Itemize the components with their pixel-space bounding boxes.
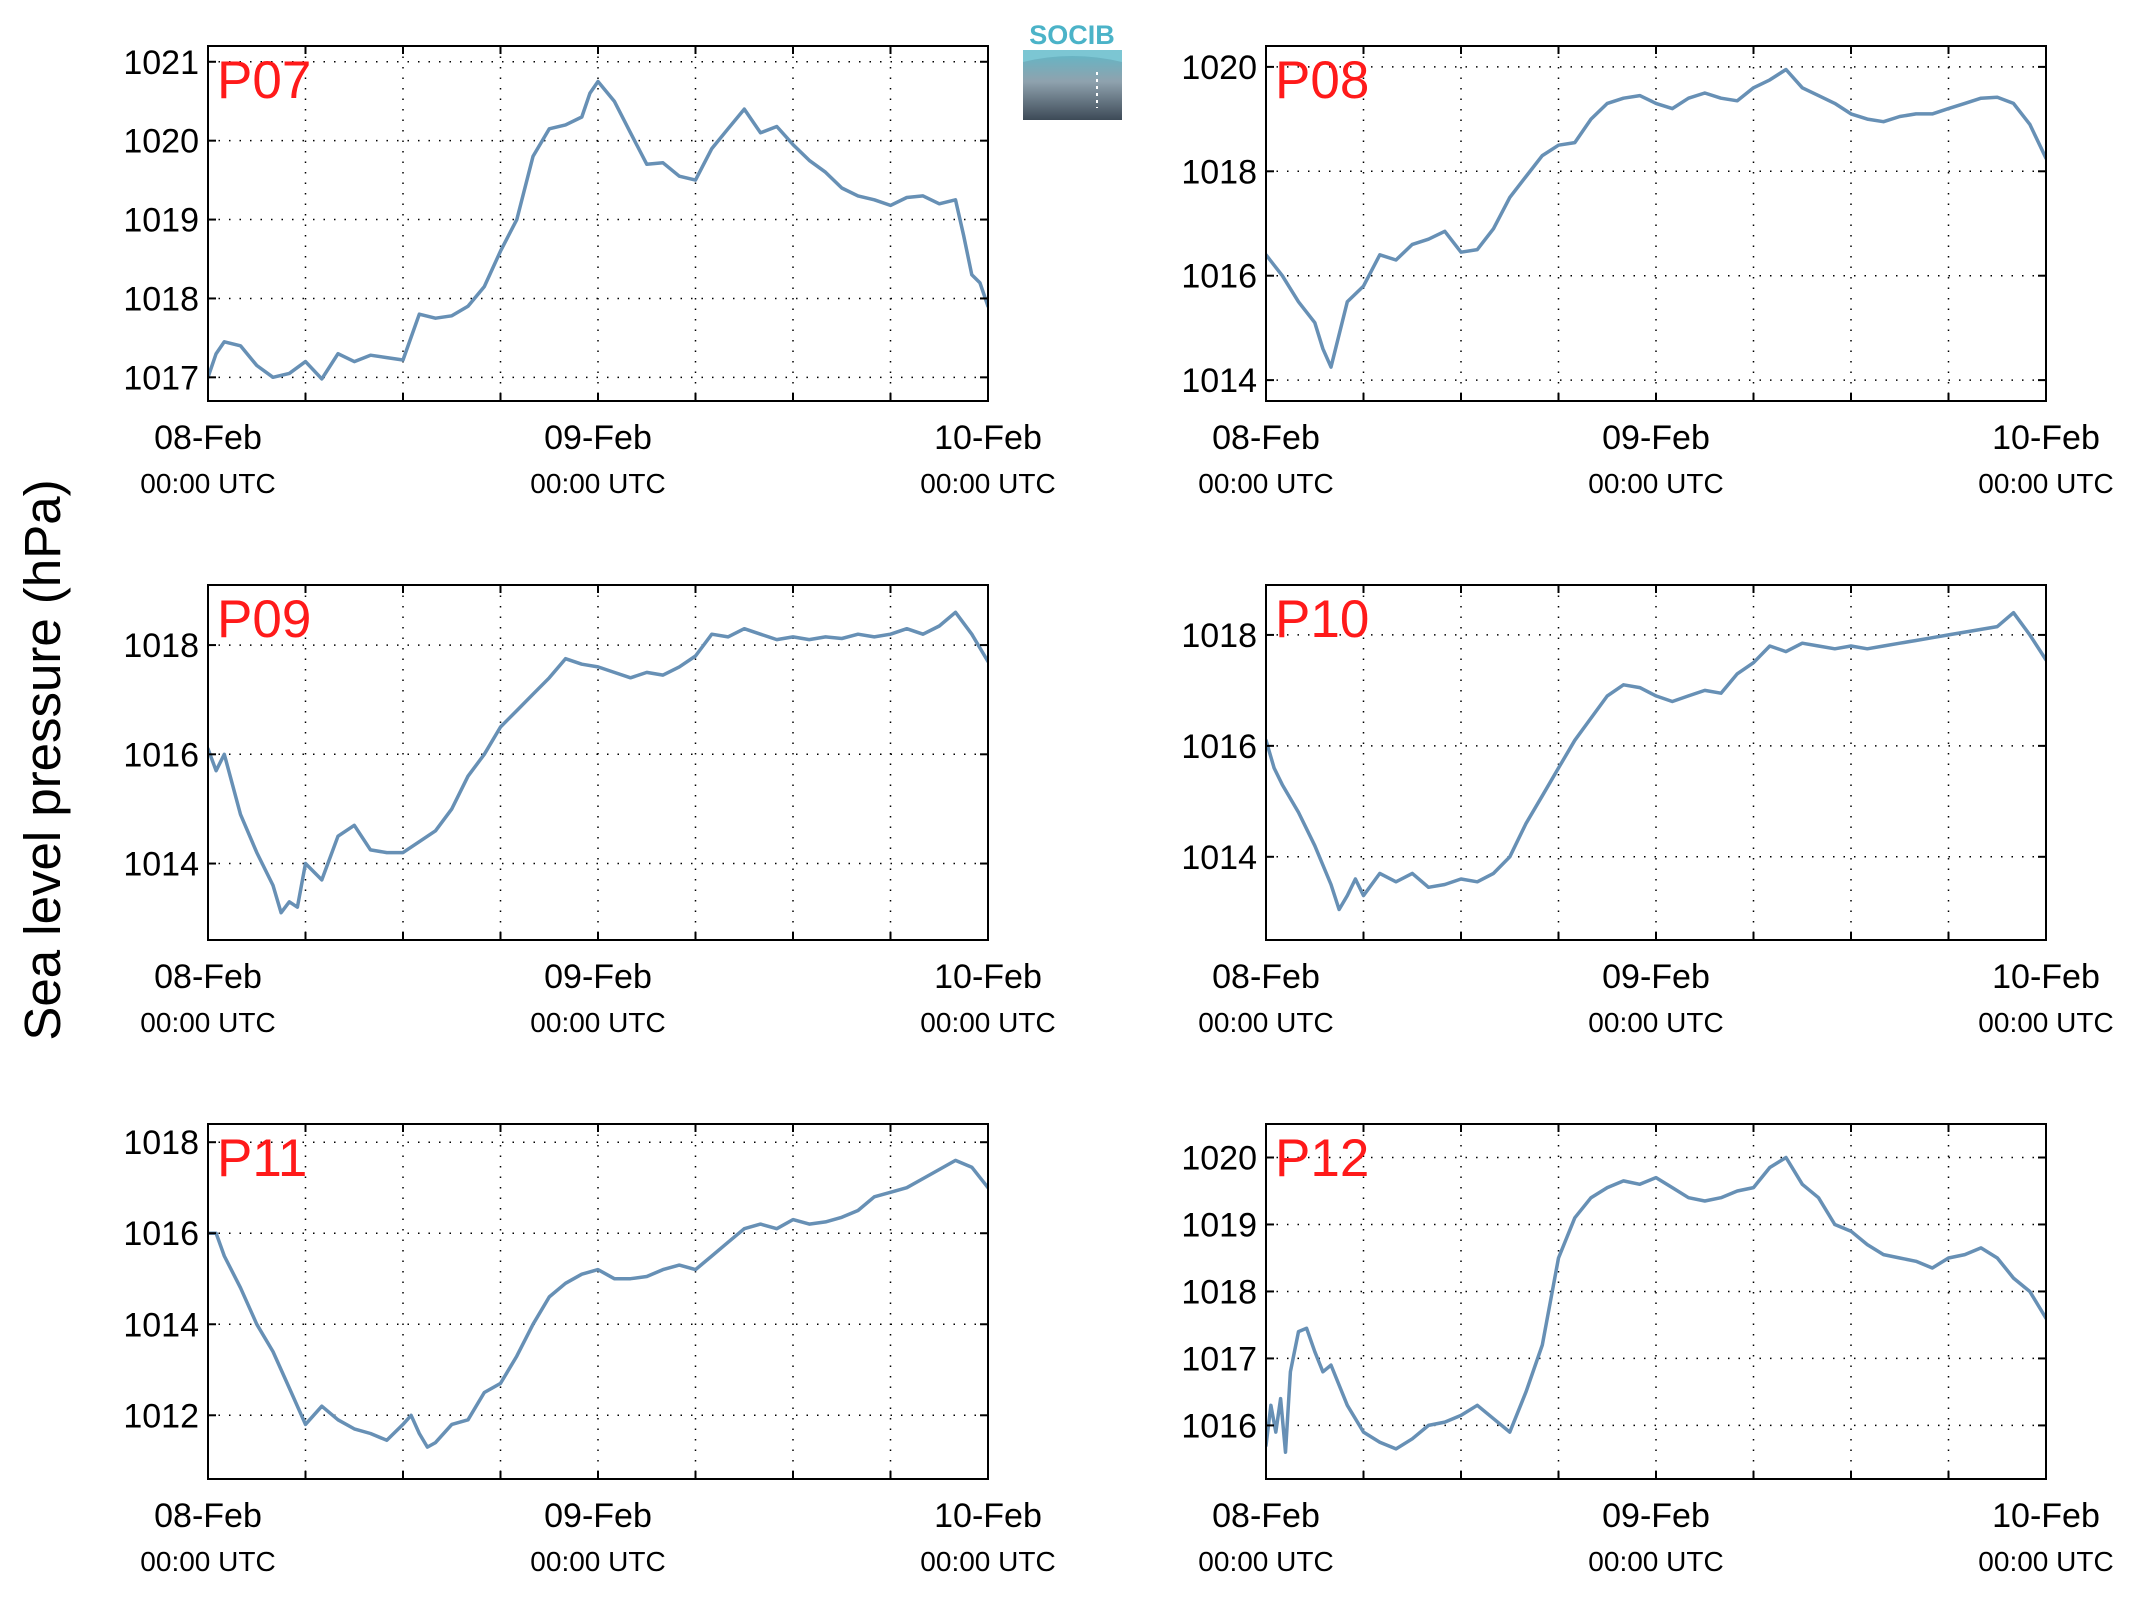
- panel-p09: 1014 1016 1018 08-Feb 00:00 UTC 09-Feb 00:00 U…: [123, 584, 1056, 1038]
- station-label-p12: P12: [1275, 1129, 1369, 1188]
- y-tick-label: 1018: [1181, 153, 1257, 191]
- x-tick-label-time: 00:00 UTC: [1198, 1546, 1333, 1577]
- station-label-p08: P08: [1275, 51, 1369, 110]
- y-tick-label: 1014: [1181, 839, 1257, 877]
- y-tick-label: 1020: [1181, 49, 1257, 87]
- station-label-p07: P07: [217, 51, 311, 110]
- x-tick-label-date: 08-Feb: [1212, 419, 1320, 457]
- x-tick-label-date: 09-Feb: [544, 958, 652, 996]
- series-line-p10: [1266, 610, 2046, 912]
- series-line-p12: [1266, 1155, 2046, 1454]
- x-tick-label-time: 00:00 UTC: [1588, 1546, 1723, 1577]
- y-tick-label: 1020: [1181, 1139, 1257, 1177]
- x-tick-label-time: 00:00 UTC: [920, 1007, 1055, 1038]
- y-tick-label: 1016: [1181, 1407, 1257, 1445]
- y-tick-label: 1018: [1181, 617, 1257, 655]
- y-tick-label: 1016: [1181, 258, 1257, 296]
- station-label-p09: P09: [217, 590, 311, 649]
- x-tick-label-date: 09-Feb: [544, 419, 652, 457]
- y-tick-label: 1020: [123, 123, 199, 161]
- x-tick-label-time: 00:00 UTC: [530, 1546, 665, 1577]
- x-tick-label-date: 08-Feb: [154, 958, 262, 996]
- x-tick-label-date: 08-Feb: [154, 1497, 262, 1535]
- y-tick-label: 1014: [123, 846, 199, 884]
- socib-logo-text: SOCIB: [1029, 20, 1115, 50]
- x-tick-label-date: 10-Feb: [934, 958, 1042, 996]
- x-tick-label-time: 00:00 UTC: [1588, 468, 1723, 499]
- x-tick-label-time: 00:00 UTC: [1978, 468, 2113, 499]
- series-line-p09: [208, 610, 988, 915]
- x-tick-label-date: 10-Feb: [1992, 1497, 2100, 1535]
- x-tick-label-date: 10-Feb: [934, 1497, 1042, 1535]
- x-tick-label-time: 00:00 UTC: [1588, 1007, 1723, 1038]
- y-tick-label: 1021: [123, 44, 199, 82]
- panel-p10: 1014 1016 1018 08-Feb 00:00 UTC 09-Feb 00:00 U…: [1181, 584, 2114, 1038]
- y-tick-label: 1014: [123, 1306, 199, 1344]
- x-tick-label-date: 10-Feb: [1992, 419, 2100, 457]
- panel-p12: 1016 1017 1018 1019 1020 08-Feb 00:00 UTC 09-Fe…: [1181, 1123, 2114, 1577]
- y-tick-label: 1019: [123, 202, 199, 240]
- x-tick-label-time: 00:00 UTC: [140, 468, 275, 499]
- figure-ylabel: Sea level pressure (hPa): [14, 479, 71, 1040]
- socib-logo-block: [1023, 50, 1122, 120]
- y-tick-label: 1014: [1181, 362, 1257, 400]
- x-tick-label-time: 00:00 UTC: [530, 1007, 665, 1038]
- y-tick-label: 1018: [1181, 1273, 1257, 1311]
- x-tick-label-date: 08-Feb: [1212, 958, 1320, 996]
- x-tick-label-time: 00:00 UTC: [1978, 1007, 2113, 1038]
- x-tick-label-time: 00:00 UTC: [1978, 1546, 2113, 1577]
- x-tick-label-date: 08-Feb: [154, 419, 262, 457]
- x-tick-label-date: 09-Feb: [1602, 1497, 1710, 1535]
- x-tick-label-date: 10-Feb: [934, 419, 1042, 457]
- y-tick-label: 1016: [123, 736, 199, 774]
- x-tick-label-time: 00:00 UTC: [140, 1007, 275, 1038]
- series-line-p07: [208, 79, 988, 381]
- x-tick-label-date: 10-Feb: [1992, 958, 2100, 996]
- socib-logo-wave: [1023, 50, 1122, 62]
- x-tick-label-time: 00:00 UTC: [920, 1546, 1055, 1577]
- panel-p08: 1014 1016 1018 1020 08-Feb 00:00 UTC 09-Feb 00:…: [1181, 45, 2114, 499]
- station-label-p11: P11: [217, 1129, 307, 1188]
- x-tick-label-date: 09-Feb: [1602, 419, 1710, 457]
- x-tick-label-time: 00:00 UTC: [140, 1546, 275, 1577]
- series-line-p08: [1266, 67, 2046, 369]
- x-tick-label-date: 09-Feb: [1602, 958, 1710, 996]
- series-line-p11: [208, 1158, 988, 1449]
- y-tick-label: 1019: [1181, 1206, 1257, 1244]
- x-tick-label-date: 09-Feb: [544, 1497, 652, 1535]
- y-tick-label: 1018: [123, 1124, 199, 1162]
- y-tick-label: 1012: [123, 1397, 199, 1435]
- socib-logo: SOCIB: [1023, 20, 1122, 120]
- panel-p07: 1017 1018 1019 1020 1021 08-Feb 00:00 UTC 09-Fe…: [123, 44, 1055, 499]
- x-tick-label-time: 00:00 UTC: [920, 468, 1055, 499]
- y-tick-label: 1017: [1181, 1340, 1257, 1378]
- y-tick-label: 1016: [123, 1215, 199, 1253]
- y-tick-label: 1018: [123, 627, 199, 665]
- panel-p11: 1012 1014 1016 1018 08-Feb 00:00 UTC 09-Feb 00:…: [123, 1123, 1056, 1577]
- x-tick-label-date: 08-Feb: [1212, 1497, 1320, 1535]
- y-tick-label: 1018: [123, 280, 199, 318]
- y-tick-label: 1016: [1181, 728, 1257, 766]
- x-tick-label-time: 00:00 UTC: [530, 468, 665, 499]
- x-tick-label-time: 00:00 UTC: [1198, 1007, 1333, 1038]
- station-label-p10: P10: [1275, 590, 1369, 649]
- x-tick-label-time: 00:00 UTC: [1198, 468, 1333, 499]
- y-tick-label: 1017: [123, 359, 199, 397]
